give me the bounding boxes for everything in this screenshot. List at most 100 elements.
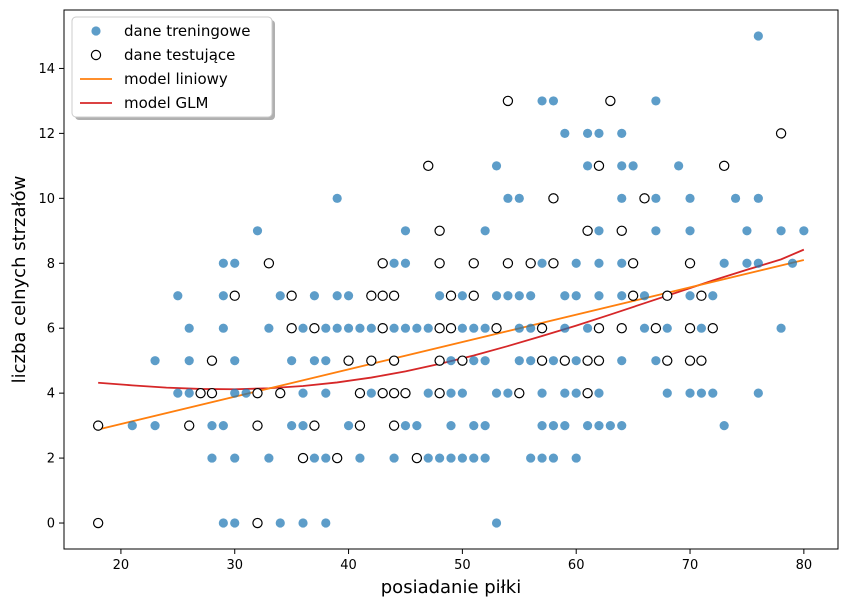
test-data-point — [468, 290, 479, 301]
training-data-point — [685, 193, 695, 203]
test-data-point — [775, 128, 787, 139]
test-data-point — [286, 290, 297, 301]
training-data-point — [753, 258, 763, 268]
training-data-point — [685, 388, 695, 398]
training-data-point — [230, 388, 240, 398]
training-data-point — [298, 421, 308, 431]
test-data-point — [195, 387, 206, 399]
test-data-point — [434, 387, 445, 399]
training-data-point — [548, 421, 559, 431]
training-data-point — [321, 518, 331, 528]
training-data-point — [708, 291, 718, 301]
training-data-point — [173, 291, 183, 301]
training-data-point — [446, 453, 456, 463]
linear-model-line — [97, 259, 805, 431]
test-data-point — [434, 355, 445, 366]
legend-entry-label: model liniowy — [124, 70, 228, 88]
training-data-point — [742, 258, 752, 268]
test-data-point — [252, 387, 263, 399]
training-data-point — [457, 323, 467, 333]
training-data-point — [218, 291, 228, 301]
test-data-point — [684, 355, 696, 366]
training-data-point — [173, 388, 183, 398]
training-data-point — [571, 356, 581, 366]
test-data-point — [400, 387, 411, 399]
training-data-point — [287, 421, 297, 431]
training-data-point — [366, 388, 376, 398]
training-data-point — [469, 356, 479, 366]
test-data-point — [92, 517, 104, 529]
training-data-point — [651, 193, 661, 203]
test-data-point — [605, 95, 616, 107]
training-data-point — [287, 356, 297, 366]
training-data-point — [491, 291, 502, 301]
y-tick-label: 6 — [47, 322, 55, 337]
training-data-point — [582, 421, 593, 431]
training-data-point — [230, 258, 240, 268]
x-axis-label: posiadanie piłki — [381, 577, 521, 598]
training-data-point — [617, 258, 627, 268]
training-data-point — [275, 291, 285, 301]
test-data-point — [309, 420, 320, 431]
x-tick-label: 40 — [340, 558, 357, 573]
training-data-point — [480, 453, 490, 463]
test-data-point — [377, 258, 388, 269]
training-data-point — [617, 291, 627, 301]
test-data-point — [354, 420, 366, 431]
legend-entry-label: dane treningowe — [124, 22, 251, 40]
training-data-point — [230, 356, 240, 366]
training-data-point — [560, 421, 570, 431]
training-data-point — [389, 323, 399, 333]
test-data-point — [229, 290, 240, 301]
test-data-point — [388, 387, 400, 399]
training-data-point — [503, 291, 513, 301]
training-data-point — [617, 421, 627, 431]
test-data-point — [627, 258, 639, 269]
training-data-point — [674, 161, 684, 171]
training-data-point — [560, 291, 570, 301]
training-data-point — [435, 453, 445, 463]
training-data-point — [685, 226, 695, 236]
training-data-point — [594, 226, 604, 236]
training-data-point — [617, 161, 627, 171]
test-data-point — [548, 258, 559, 269]
training-data-point — [446, 388, 456, 398]
training-data-point — [343, 421, 354, 431]
training-data-point — [309, 291, 320, 301]
training-data-point — [469, 421, 479, 431]
training-data-point — [480, 226, 490, 236]
linear-model-series — [97, 259, 805, 431]
training-data-point — [218, 323, 228, 333]
test-data-point — [411, 452, 423, 464]
training-data-point — [571, 453, 581, 463]
training-data-point — [412, 421, 422, 431]
training-data-point — [594, 128, 604, 138]
training-data-point — [753, 193, 763, 203]
training-data-point — [332, 291, 342, 301]
test-data-point — [252, 517, 263, 529]
training-data-point — [207, 453, 217, 463]
test-data-point — [434, 225, 445, 236]
test-data-point — [434, 323, 445, 334]
test-data-point — [627, 290, 639, 301]
test-data-point — [297, 452, 309, 464]
test-data-point — [502, 95, 514, 107]
test-data-point — [616, 323, 627, 334]
training-data-point — [412, 323, 422, 333]
training-data-point — [389, 258, 399, 268]
training-data-point — [435, 291, 445, 301]
training-data-point — [423, 388, 433, 398]
test-data-point — [582, 355, 593, 366]
y-tick-label: 14 — [38, 62, 55, 77]
training-data-point — [423, 453, 433, 463]
training-data-point — [548, 356, 559, 366]
y-tick-label: 4 — [47, 387, 55, 402]
test-data-point — [377, 290, 388, 301]
x-axis: 20 30 40 50 60 70 80 — [113, 549, 812, 573]
training-data-point — [514, 193, 524, 203]
training-data-point — [355, 453, 365, 463]
training-data-point — [571, 388, 581, 398]
training-data-point — [662, 323, 672, 333]
test-data-point — [388, 355, 400, 366]
